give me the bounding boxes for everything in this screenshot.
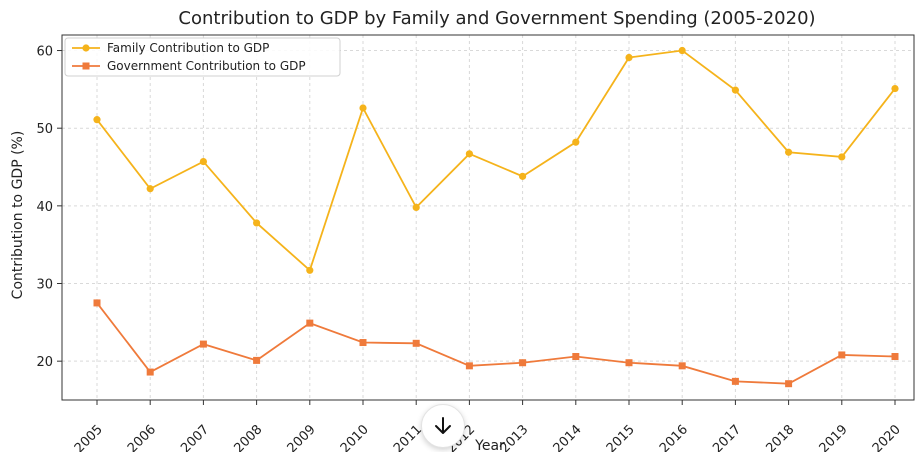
- data-point: [731, 86, 740, 94]
- data-point: [465, 150, 473, 158]
- y-tick-label: 30: [36, 278, 53, 293]
- legend-label: Government Contribution to GDP: [107, 59, 306, 73]
- x-tick-label: 2005: [72, 422, 106, 452]
- data-point: [253, 356, 261, 364]
- data-point: [412, 339, 420, 347]
- y-axis-label: Contribution to GDP (%): [10, 131, 26, 300]
- data-point: [146, 368, 154, 376]
- data-point: [838, 351, 846, 359]
- data-point: [785, 148, 793, 156]
- data-point: [625, 359, 633, 367]
- x-tick-label: 2018: [763, 422, 797, 452]
- x-tick-label: 2007: [178, 422, 212, 452]
- legend-marker: [82, 62, 90, 70]
- data-point: [625, 53, 633, 62]
- x-tick-label: 2010: [338, 422, 372, 452]
- x-tick-label: 2009: [285, 422, 319, 452]
- legend-box: [64, 37, 341, 77]
- data-point: [838, 153, 846, 161]
- legend-label: Family Contribution to GDP: [107, 41, 269, 55]
- data-point: [199, 340, 207, 348]
- axes: 20 30 40 50 60 2005 2006 2007 2008 2009 2010 2011 20…: [36, 34, 915, 452]
- x-tick-label: 2019: [817, 422, 851, 452]
- x-tick-label: 2016: [657, 422, 691, 452]
- data-point: [572, 353, 580, 361]
- data-point: [731, 377, 739, 385]
- x-tick-label: 2020: [870, 422, 904, 452]
- data-point: [199, 157, 207, 166]
- data-point: [253, 219, 261, 227]
- x-tick-label: 2006: [125, 422, 159, 452]
- legend-marker: [82, 44, 90, 52]
- data-point: [146, 185, 154, 193]
- x-tick-label: 2017: [710, 422, 744, 452]
- legend: Family Contribution to GDP Government Con…: [64, 37, 341, 77]
- data-point: [93, 116, 101, 124]
- data-point: [465, 362, 473, 370]
- data-point: [785, 380, 793, 388]
- x-tick-label: 2015: [604, 422, 638, 452]
- data-point: [572, 138, 580, 146]
- x-tick-label: 2014: [551, 422, 585, 452]
- scroll-down-button[interactable]: [421, 404, 465, 448]
- data-point: [891, 353, 899, 361]
- data-point: [93, 299, 101, 307]
- plot-frame: [61, 34, 915, 401]
- y-tick-label: 60: [36, 45, 53, 60]
- series-government: [93, 299, 899, 388]
- series: [93, 46, 899, 388]
- grid: [62, 35, 914, 400]
- y-tick-label: 20: [36, 355, 53, 370]
- data-point: [359, 104, 367, 112]
- data-point: [519, 359, 527, 367]
- data-point: [306, 266, 314, 274]
- x-tick-label: 2011: [391, 422, 425, 452]
- data-point: [678, 46, 686, 55]
- data-point: [412, 203, 420, 212]
- x-axis-label: Year: [474, 438, 505, 452]
- data-point: [891, 84, 899, 93]
- chart-title: Contribution to GDP by Family and Govern…: [178, 8, 815, 29]
- y-tick-label: 40: [36, 200, 53, 215]
- data-point: [359, 339, 367, 347]
- data-point: [306, 319, 314, 327]
- series-line: [96, 49, 896, 272]
- data-point: [519, 172, 527, 180]
- series-family: [93, 46, 899, 274]
- x-tick-label: 2008: [231, 422, 265, 452]
- arrow-down-icon: [435, 417, 451, 434]
- y-tick-label: 50: [36, 122, 53, 137]
- data-point: [678, 362, 686, 370]
- series-line: [96, 302, 896, 385]
